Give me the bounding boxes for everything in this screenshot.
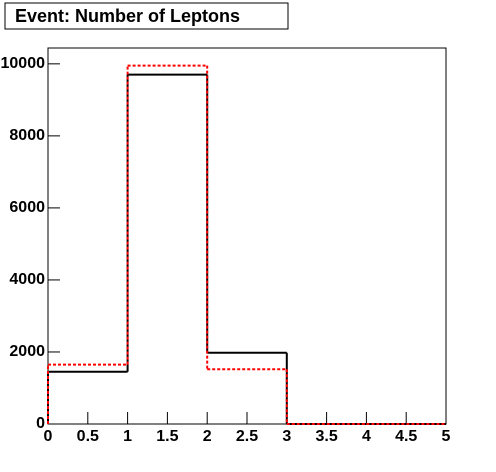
- y-tick-label: 0: [36, 415, 45, 432]
- x-tick-label: 2: [203, 428, 212, 445]
- plot-frame: [47, 47, 447, 425]
- chart-title: Event: Number of Leptons: [15, 6, 240, 26]
- x-tick-label: 5: [442, 428, 451, 445]
- title-box: [4, 2, 289, 30]
- y-tick-label: 6000: [9, 199, 45, 216]
- y-tick-label: 2000: [9, 343, 45, 360]
- x-tick-label: 1.5: [156, 428, 178, 445]
- x-tick-label: 4: [362, 428, 371, 445]
- x-tick-label: 0: [44, 428, 53, 445]
- x-tick-label: 1: [123, 428, 132, 445]
- x-tick-label: 0.5: [77, 428, 99, 445]
- x-tick-label: 3.5: [315, 428, 337, 445]
- y-tick-label: 4000: [9, 271, 45, 288]
- x-tick-label: 2.5: [236, 428, 258, 445]
- y-tick-label: 10000: [1, 55, 46, 72]
- y-tick-label: 8000: [9, 127, 45, 144]
- x-tick-label: 3: [282, 428, 291, 445]
- x-tick-label: 4.5: [395, 428, 417, 445]
